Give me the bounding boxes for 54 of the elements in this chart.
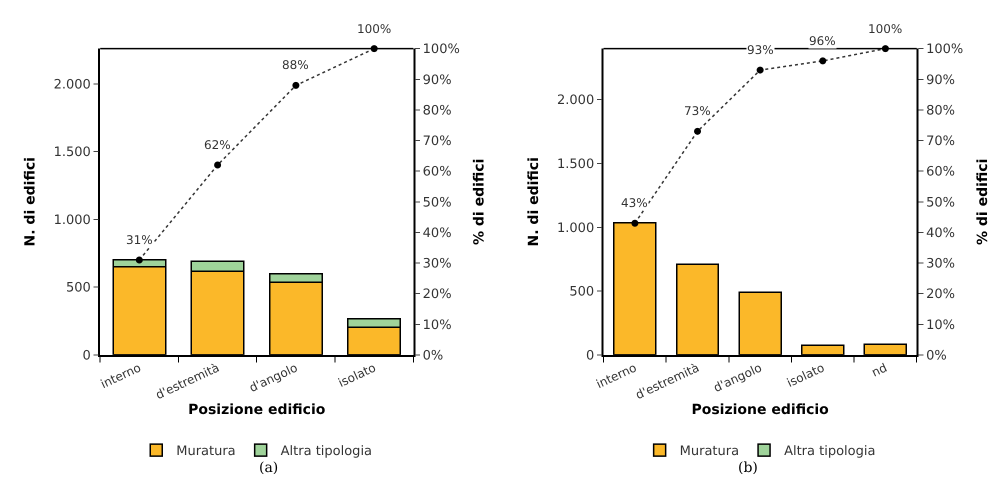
y2-tick-label: 50%	[422, 195, 452, 210]
y2-tick-label: 10%	[926, 318, 955, 333]
y2-tick-label: 40%	[926, 226, 955, 241]
y2-tick-label: 40%	[422, 226, 452, 241]
legend-label: Altra tipologia	[280, 444, 372, 460]
y-tick-label: 1.500	[557, 157, 594, 172]
y2-tick-label: 30%	[422, 256, 452, 272]
text: (a)	[259, 460, 278, 476]
x-axis-title: Posizione edificio	[691, 402, 830, 418]
y2-tick-label: 70%	[422, 134, 452, 150]
legend-label: Altra tipologia	[784, 444, 876, 460]
legend-label: Muratura	[176, 444, 236, 460]
y2-axis-title: % di edifici	[975, 158, 992, 245]
y2-tick-label: 60%	[926, 164, 955, 180]
y-tick-label: 1.000	[54, 212, 91, 228]
y2-tick-label: 10%	[422, 318, 452, 333]
y2-tick-label: 80%	[926, 103, 955, 118]
data-label: 96%	[809, 34, 836, 48]
data-label: 100%	[868, 22, 902, 36]
y2-tick-label: 50%	[926, 195, 955, 210]
data-label: 73%	[684, 104, 711, 118]
y2-tick-label: 0%	[422, 348, 444, 364]
y-axis-title: N. di edifici	[526, 157, 542, 246]
legend-label: Muratura	[680, 444, 740, 460]
y2-tick-label: 90%	[926, 72, 955, 88]
y2-tick-label: 90%	[422, 72, 452, 88]
data-label: 100%	[357, 22, 392, 36]
data-label: 43%	[621, 196, 648, 210]
y-tick-label: 0	[82, 348, 91, 364]
x-axis-title: Posizione edificio	[188, 402, 326, 418]
y2-tick-label: 0%	[926, 348, 947, 364]
y2-axis-title: % di edifici	[472, 158, 488, 245]
y-axis-title: N. di edifici	[22, 157, 39, 246]
data-label: 62%	[204, 138, 231, 152]
y2-tick-label: 30%	[926, 256, 955, 272]
y2-tick-label: 60%	[422, 164, 452, 180]
y2-tick-label: 100%	[926, 42, 964, 58]
x-tick-label: nd	[869, 360, 890, 380]
data-label: 93%	[747, 43, 774, 57]
data-label: 31%	[126, 233, 153, 247]
y2-tick-label: 20%	[926, 287, 955, 302]
y2-tick-label: 20%	[422, 287, 452, 302]
y-tick-label: 500	[569, 284, 594, 300]
y2-tick-label: 70%	[926, 134, 955, 150]
y-tick-label: 1.000	[557, 220, 594, 236]
data-label: 88%	[282, 58, 309, 72]
y2-tick-label: 80%	[422, 103, 452, 118]
y-tick-label: 0	[586, 348, 594, 364]
y-tick-label: 500	[66, 280, 91, 296]
y-tick-label: 1.500	[54, 145, 91, 160]
y-tick-label: 2.000	[557, 93, 594, 108]
text: (b)	[738, 460, 758, 476]
y2-tick-label: 100%	[422, 42, 460, 58]
y-tick-label: 2.000	[54, 77, 91, 92]
